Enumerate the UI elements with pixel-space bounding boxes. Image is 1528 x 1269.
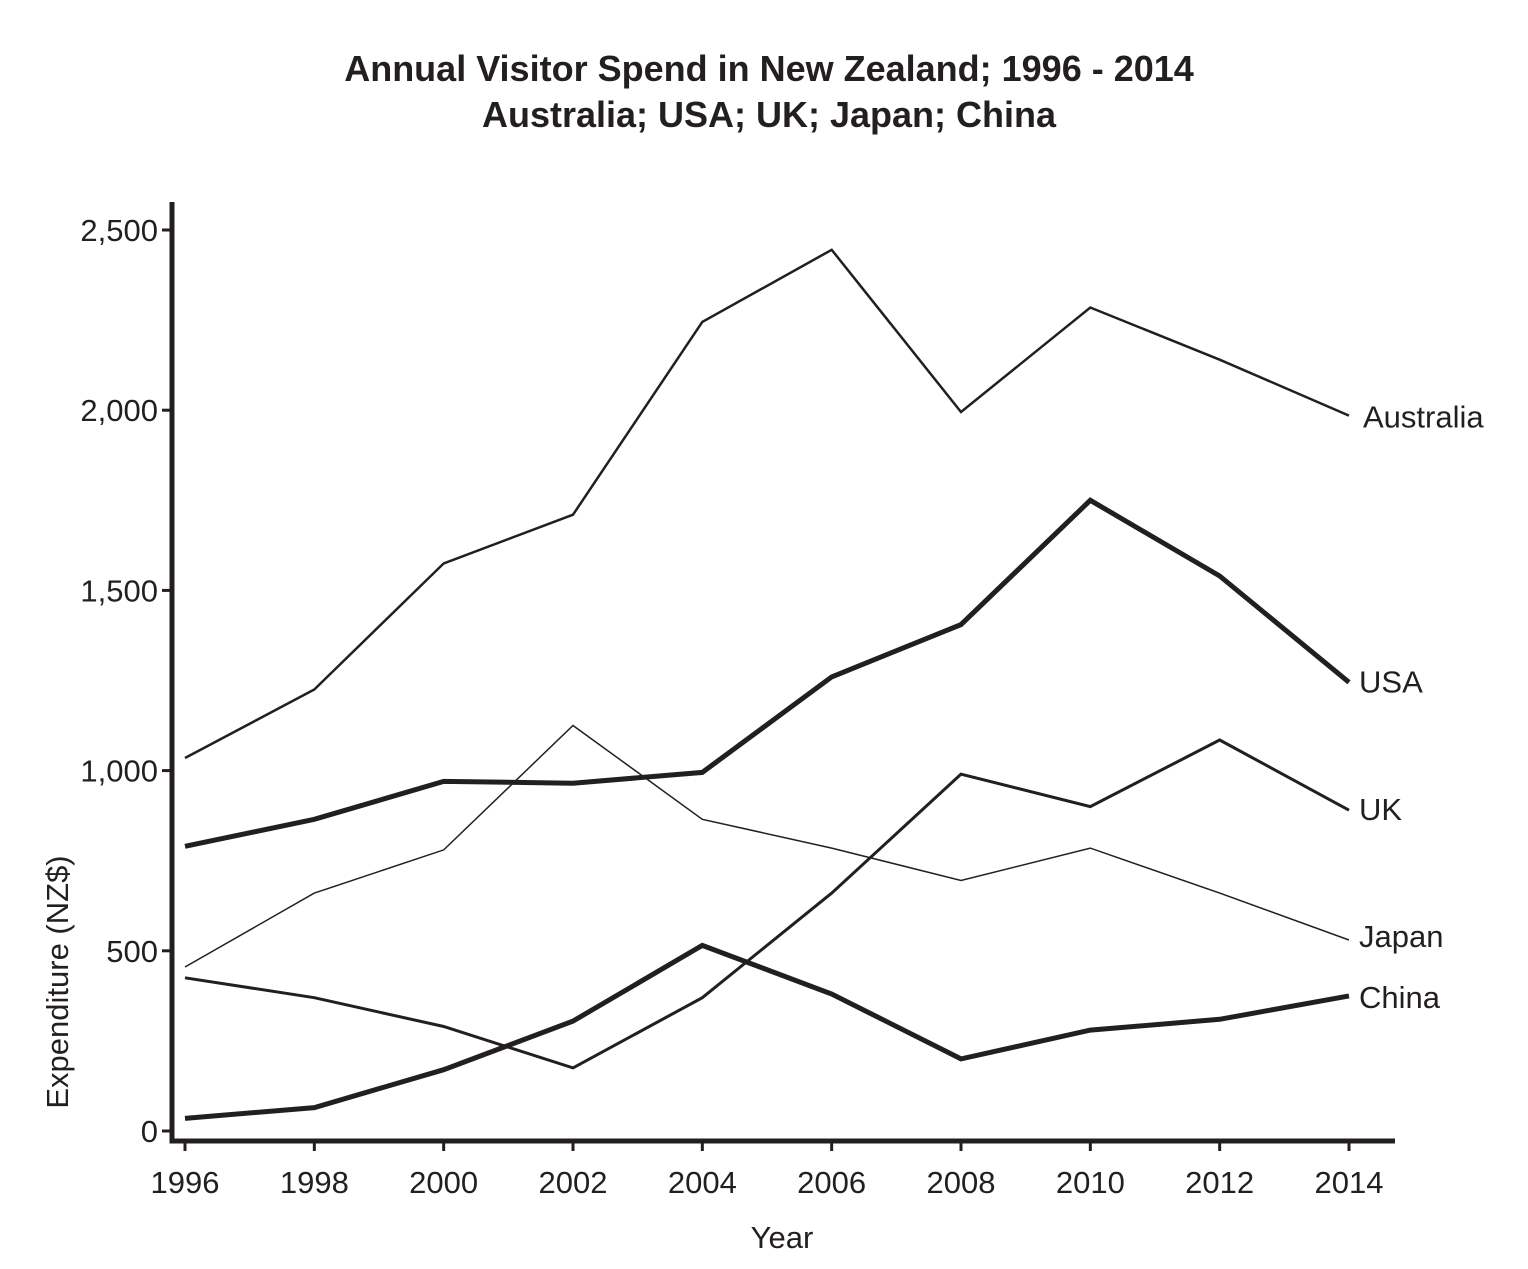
series-label-japan: Japan <box>1359 919 1443 954</box>
x-axis-ticks: 1996 1998 2000 2002 2004 2006 2008 2010 2012 2014 <box>151 1141 1384 1200</box>
y-axis-ticks: 0 500 1,000 1,500 2,000 2,500 <box>80 213 172 1149</box>
series-line-uk <box>184 738 1350 1070</box>
x-tick-label: 1998 <box>280 1165 349 1200</box>
chart-title: Annual Visitor Spend in New Zealand; 199… <box>344 48 1194 89</box>
x-tick-label: 2002 <box>539 1165 608 1200</box>
axes <box>169 202 1395 1144</box>
y-tick-label: 2,000 <box>80 393 158 428</box>
series-line-usa <box>184 497 1351 849</box>
series-label-uk: UK <box>1359 792 1402 827</box>
y-tick-label: 500 <box>106 934 158 969</box>
x-tick-label: 2014 <box>1315 1165 1384 1200</box>
y-tick-label: 0 <box>141 1114 158 1149</box>
series-line-australia <box>184 248 1350 760</box>
y-tick-label: 2,500 <box>80 213 158 248</box>
chart-subtitle: Australia; USA; UK; Japan; China <box>482 94 1057 135</box>
x-tick-label: 1996 <box>151 1165 220 1200</box>
x-tick-label: 2004 <box>668 1165 737 1200</box>
series-label-usa: USA <box>1359 664 1423 699</box>
y-tick-label: 1,000 <box>80 754 158 789</box>
y-axis-label: Expenditure (NZ$) <box>40 855 75 1108</box>
x-tick-label: 2010 <box>1056 1165 1125 1200</box>
series-labels: Australia USA UK Japan China <box>1359 400 1484 1015</box>
series-lines <box>184 248 1351 1121</box>
x-tick-label: 2006 <box>797 1165 866 1200</box>
x-axis-label: Year <box>751 1220 814 1255</box>
series-line-china <box>184 942 1350 1121</box>
x-tick-label: 2012 <box>1185 1165 1254 1200</box>
x-tick-label: 2000 <box>409 1165 478 1200</box>
series-label-australia: Australia <box>1363 400 1484 435</box>
x-tick-label: 2008 <box>927 1165 996 1200</box>
series-line-japan <box>184 724 1350 968</box>
y-tick-label: 1,500 <box>80 573 158 608</box>
series-label-china: China <box>1359 980 1441 1015</box>
